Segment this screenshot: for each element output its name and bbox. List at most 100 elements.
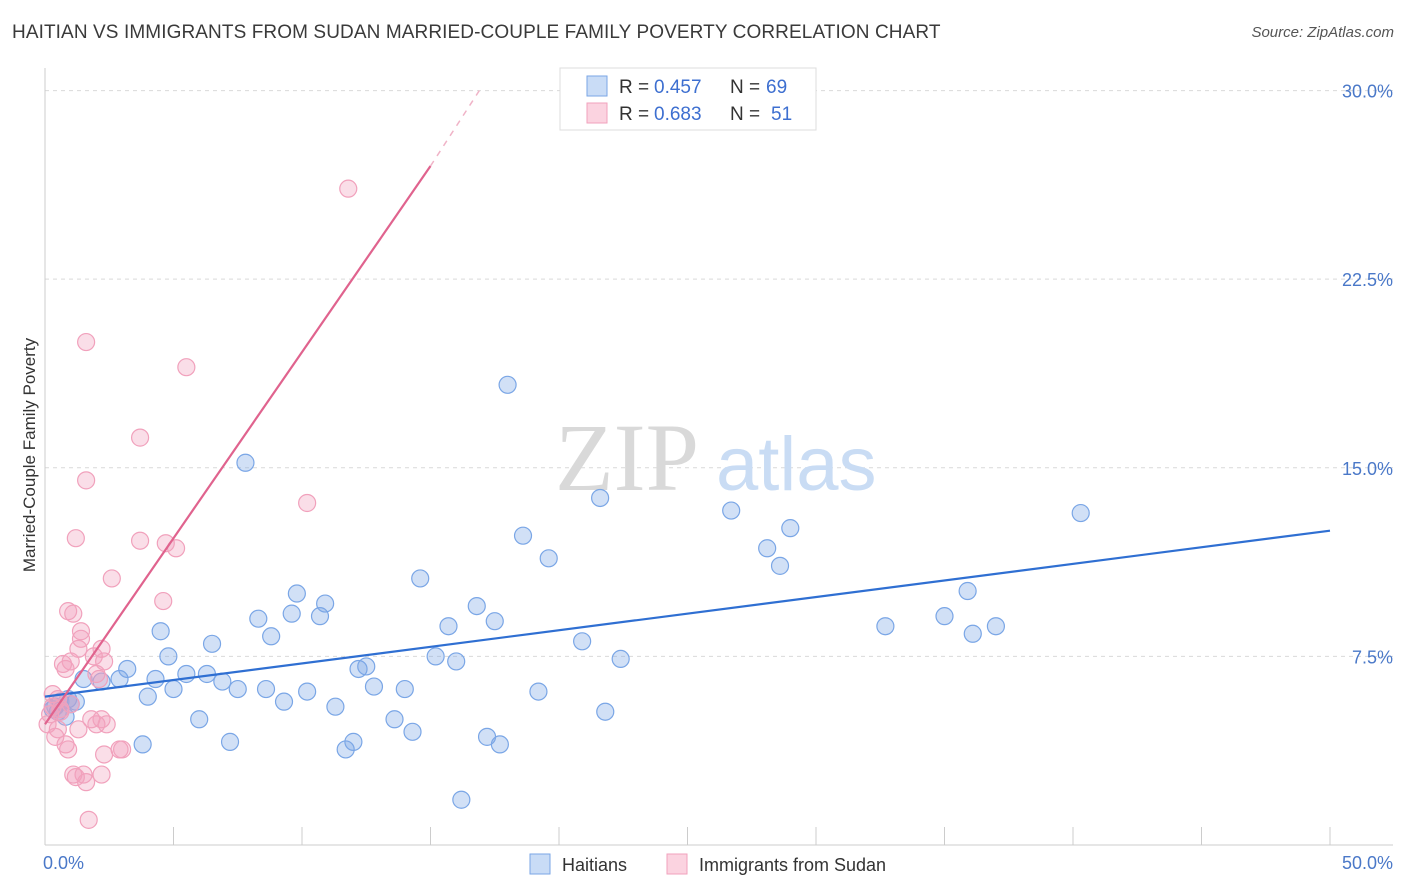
y-tick-label: 30.0% xyxy=(1342,82,1393,102)
haitians-point xyxy=(467,596,486,616)
bottom-legend-haitians: Haitians xyxy=(562,855,627,875)
haitians-point xyxy=(256,679,276,699)
sudan-point xyxy=(92,710,111,729)
haitians-point xyxy=(452,790,471,809)
legend-r-label-2: R = xyxy=(619,104,649,125)
haitians-point xyxy=(364,677,384,696)
haitians-point xyxy=(958,581,977,601)
x-tick-label-min: 0.0% xyxy=(43,853,84,873)
haitians-point xyxy=(758,539,777,558)
haitians-point xyxy=(138,687,157,706)
sudan-points xyxy=(38,179,358,829)
haitians-point xyxy=(316,594,335,613)
watermark-atlas: atlas xyxy=(716,422,877,507)
legend-r-label-1: R = xyxy=(619,77,649,98)
haitians-point xyxy=(202,634,222,653)
sudan-point xyxy=(156,534,175,553)
sudan-point xyxy=(79,810,98,829)
x-tick-label-max: 50.0% xyxy=(1342,853,1393,873)
y-tick-label: 22.5% xyxy=(1342,270,1393,290)
sudan-point xyxy=(64,604,83,623)
haitians-point xyxy=(151,622,170,641)
sudan-point xyxy=(130,531,150,550)
haitians-point xyxy=(1071,503,1090,523)
haitians-point xyxy=(344,732,363,751)
haitians-point xyxy=(385,710,404,729)
haitians-point xyxy=(781,519,800,538)
legend-n-value-1: 69 xyxy=(766,77,787,98)
haitians-point xyxy=(395,679,414,699)
haitians-point xyxy=(298,682,317,701)
legend-swatch-haitians xyxy=(586,75,608,97)
sudan-point xyxy=(77,773,96,792)
haitians-point xyxy=(611,649,630,669)
legend-n-label-2: N = xyxy=(730,104,760,125)
haitians-point xyxy=(529,682,548,701)
sudan-point xyxy=(95,652,114,671)
haitians-points xyxy=(43,375,1090,809)
sudan-point xyxy=(71,622,91,641)
sudan-point xyxy=(66,529,85,548)
haitians-point xyxy=(591,488,610,508)
haitians-trend-line xyxy=(44,529,1331,698)
haitians-point xyxy=(426,647,445,666)
haitians-point xyxy=(770,556,790,575)
bottom-legend-sudan: Immigrants from Sudan xyxy=(699,855,886,875)
haitians-point xyxy=(876,617,895,636)
haitians-point xyxy=(411,569,430,588)
haitians-point xyxy=(249,609,268,628)
haitians-point xyxy=(403,722,422,741)
bottom-legend: Haitians Immigrants from Sudan xyxy=(529,853,886,875)
watermark: ZIP atlas xyxy=(555,404,877,511)
haitians-point xyxy=(498,375,517,394)
haitians-point xyxy=(485,612,504,631)
bottom-legend-swatch-haitians xyxy=(529,853,551,875)
bottom-legend-swatch-sudan xyxy=(666,853,688,875)
sudan-point xyxy=(77,332,96,352)
haitians-point xyxy=(146,669,165,689)
haitians-point xyxy=(357,657,376,676)
haitians-point xyxy=(573,632,592,651)
sudan-point xyxy=(48,720,67,739)
sudan-point xyxy=(59,740,78,759)
haitians-point xyxy=(963,624,982,643)
sudan-point xyxy=(87,715,106,734)
y-tick-labels: 7.5% 15.0% 22.5% 30.0% xyxy=(1342,82,1393,668)
haitians-point xyxy=(490,735,509,754)
sudan-point xyxy=(339,179,358,198)
sudan-point xyxy=(92,765,111,784)
chart-title: HAITIAN VS IMMIGRANTS FROM SUDAN MARRIED… xyxy=(12,22,941,43)
haitians-point xyxy=(274,692,294,711)
legend-n-label-1: N = xyxy=(730,77,760,98)
sudan-point xyxy=(298,493,317,513)
haitians-point xyxy=(133,735,152,754)
sudan-trend-line xyxy=(44,165,432,725)
haitians-point xyxy=(596,702,615,721)
sudan-point xyxy=(69,720,88,739)
watermark-zip: ZIP xyxy=(555,404,699,511)
sudan-point xyxy=(89,669,109,689)
haitians-point xyxy=(336,740,355,759)
sudan-point xyxy=(56,735,75,754)
y-tick-label: 7.5% xyxy=(1352,647,1393,667)
source-label: Source: ZipAtlas.com xyxy=(1251,24,1394,41)
sudan-point xyxy=(61,695,80,714)
sudan-point xyxy=(77,471,96,490)
haitians-point xyxy=(722,501,741,520)
haitians-point xyxy=(935,607,954,626)
haitians-point xyxy=(164,679,183,699)
trend-lines xyxy=(44,90,1331,725)
sudan-point xyxy=(177,358,196,377)
sudan-trend-extension xyxy=(429,90,480,167)
legend-r-value-1: 0.457 xyxy=(654,77,702,98)
sudan-point xyxy=(130,428,150,447)
haitians-point xyxy=(190,710,209,729)
haitians-point xyxy=(220,732,240,751)
legend-r-value-2: 0.683 xyxy=(654,104,702,125)
top-legend: R = 0.457 N = 69 R = 0.683 N = 51 xyxy=(559,67,817,131)
haitians-point xyxy=(159,647,178,666)
sudan-point xyxy=(59,602,78,621)
sudan-point xyxy=(112,740,132,759)
haitians-point xyxy=(287,584,306,603)
